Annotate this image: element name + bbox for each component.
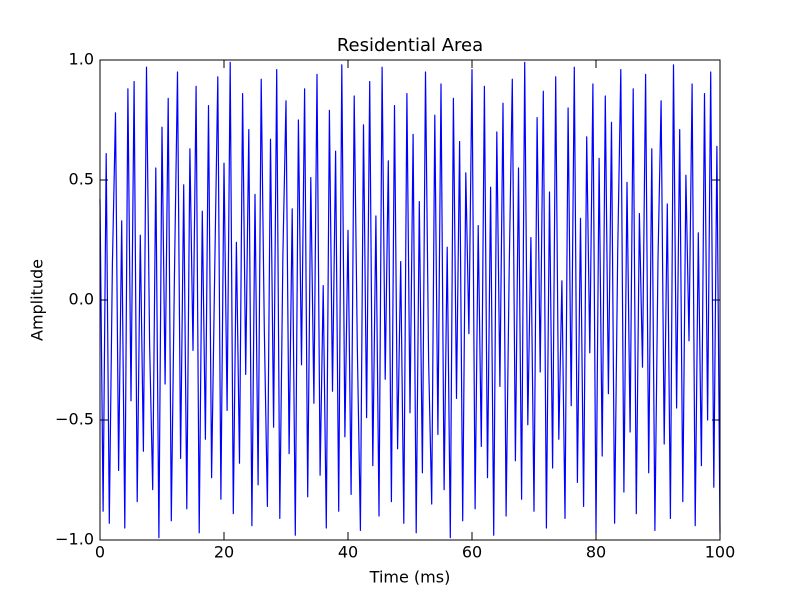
data-line: [99, 61, 721, 539]
y-tick-label: 1.0: [69, 50, 94, 69]
y-tick-label: 0.5: [69, 170, 94, 189]
x-tick-label: 60: [462, 543, 482, 562]
x-axis-label: Time (ms): [369, 568, 451, 587]
y-tick-label: −0.5: [55, 410, 94, 429]
y-axis-label: Amplitude: [28, 259, 47, 341]
x-tick-label: 20: [214, 543, 234, 562]
y-tick-label: −1.0: [55, 530, 94, 549]
x-tick-label: 40: [338, 543, 358, 562]
x-tick-label: 100: [705, 543, 736, 562]
x-tick-label: 0: [95, 543, 105, 562]
y-tick-label: 0.0: [69, 290, 94, 309]
chart-title: Residential Area: [337, 35, 483, 56]
x-tick-label: 80: [586, 543, 606, 562]
